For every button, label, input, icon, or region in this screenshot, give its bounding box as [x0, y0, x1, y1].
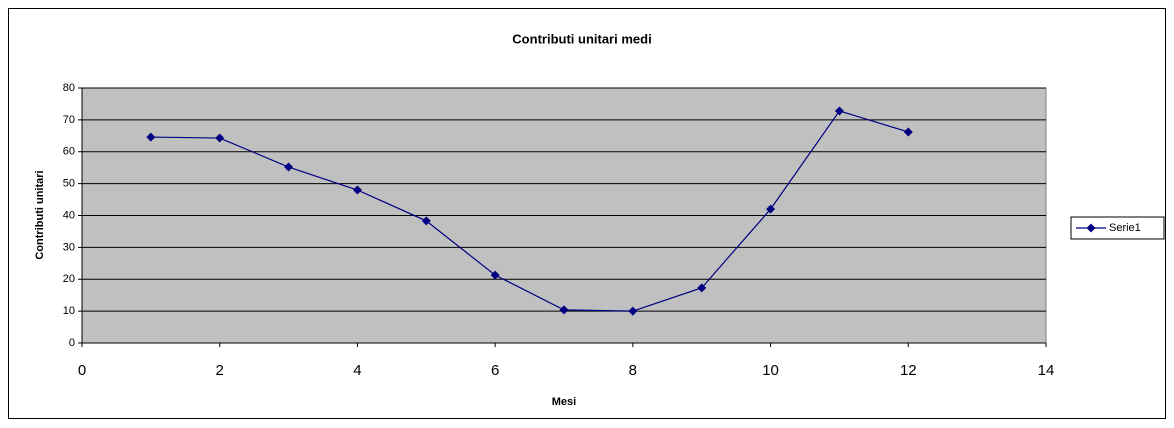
x-tick-label: 10	[762, 362, 779, 379]
x-tick-label: 8	[629, 362, 637, 379]
data-point	[421, 216, 431, 226]
chart-title: Contributi unitari medi	[512, 31, 651, 46]
x-tick-label: 6	[491, 362, 499, 379]
x-axis-label: Mesi	[552, 396, 576, 408]
data-point	[559, 305, 569, 315]
x-tick-label: 14	[1038, 362, 1055, 379]
data-point	[215, 133, 225, 143]
data-point	[284, 162, 294, 172]
data-point	[352, 185, 362, 195]
data-point	[903, 127, 913, 137]
y-tick-label: 40	[63, 209, 75, 221]
y-tick-label: 80	[63, 82, 75, 94]
data-point	[766, 204, 776, 214]
y-tick-label: 50	[63, 178, 75, 190]
data-point	[834, 106, 844, 116]
data-point	[628, 306, 638, 316]
y-tick-label: 0	[69, 337, 75, 349]
x-tick-label: 4	[353, 362, 361, 379]
y-tick-label: 60	[63, 146, 75, 158]
y-axis-label: Contributi unitari	[34, 170, 46, 259]
data-point	[697, 283, 707, 293]
data-point	[146, 132, 156, 142]
y-tick-label: 70	[63, 114, 75, 126]
x-tick-label: 12	[900, 362, 917, 379]
y-tick-label: 30	[63, 241, 75, 253]
series-line	[150, 110, 909, 312]
data-point	[490, 270, 500, 280]
x-tick-label: 0	[78, 362, 86, 379]
legend-marker	[1086, 223, 1096, 233]
y-tick-label: 20	[63, 273, 75, 285]
legend-label: Serie1	[1109, 222, 1141, 234]
legend-box	[1070, 216, 1165, 240]
y-tick-label: 10	[63, 305, 75, 317]
x-tick-label: 2	[216, 362, 224, 379]
